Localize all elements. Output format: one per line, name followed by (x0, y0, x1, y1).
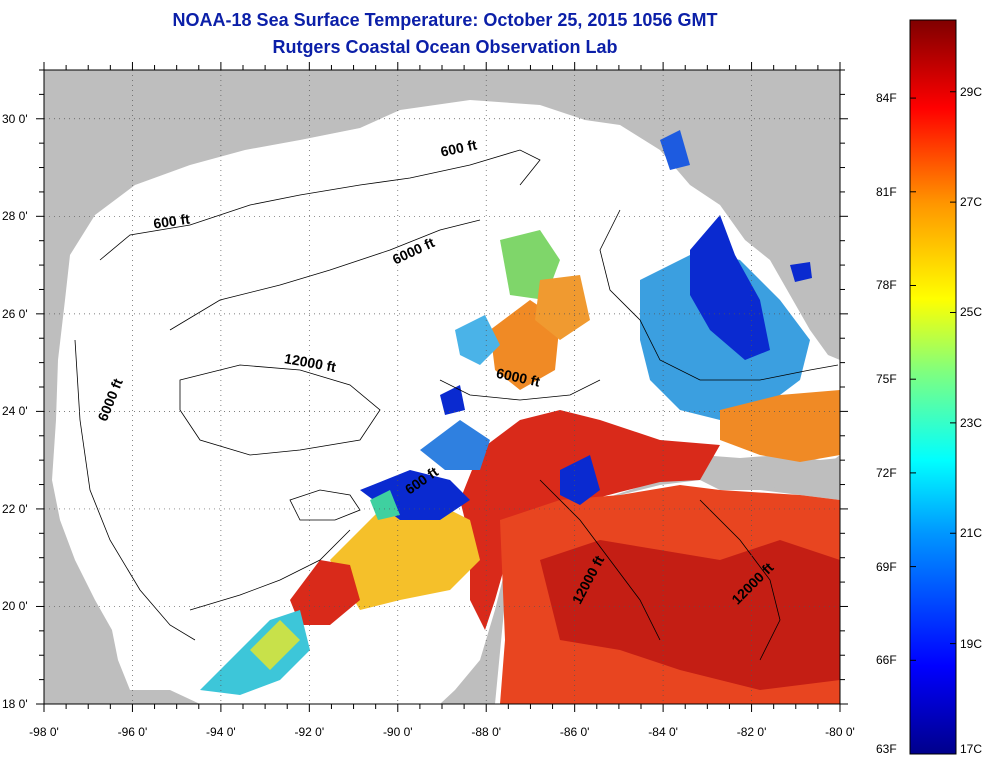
longitude-tick-label: -96 0' (117, 725, 148, 739)
colorbar-f-label: 84F (876, 91, 897, 106)
colorbar-f-label: 69F (876, 559, 897, 574)
colorbar-f-label: 75F (876, 372, 897, 387)
latitude-tick-label: 24 0' (2, 404, 28, 419)
colorbar-c-label: 27C (960, 195, 983, 210)
chart-subtitle: Rutgers Coastal Ocean Observation Lab (272, 37, 618, 57)
colorbar-f-label: 78F (876, 278, 897, 293)
contour-label: 600 ft (152, 211, 191, 232)
latitude-tick-label: 18 0' (2, 697, 28, 711)
longitude-tick-label: -94 0' (206, 725, 236, 739)
colorbar-f-label: 72F (876, 465, 897, 480)
contour-label: 600 ft (439, 136, 478, 159)
latitude-tick-label: 22 0' (2, 501, 28, 516)
colorbar (909, 19, 957, 755)
bathymetry-contours (74, 149, 839, 661)
colorbar-c-label: 25C (960, 305, 983, 320)
longitude-tick-label: -98 0' (29, 725, 59, 739)
longitude-tick-label: -88 0' (471, 725, 502, 739)
longitude-tick-label: -84 0' (648, 725, 678, 739)
colorbar-ticks (910, 91, 956, 755)
colorbar-f-label: 66F (876, 653, 897, 668)
latitude-tick-label: 28 0' (2, 209, 28, 224)
colorbar-f-label: 63F (876, 742, 897, 756)
latitude-tick-label: 30 0' (2, 111, 28, 126)
sst-swaths (200, 130, 840, 704)
chart-title: NOAA-18 Sea Surface Temperature: October… (172, 10, 718, 30)
frame-ticks (36, 62, 848, 712)
longitude-tick-label: -90 0' (382, 725, 413, 739)
colorbar-c-label: 29C (960, 84, 983, 99)
graticule (44, 70, 840, 704)
colorbar-c-label: 23C (960, 415, 983, 430)
latitude-tick-label: 26 0' (2, 306, 28, 321)
colorbar-f-label: 81F (876, 184, 897, 199)
longitude-tick-label: -86 0' (559, 725, 590, 739)
longitude-tick-label: -82 0' (736, 725, 767, 739)
colorbar-c-label: 17C (960, 742, 983, 756)
colorbar-c-label: 21C (960, 526, 983, 541)
longitude-tick-label: -92 0' (294, 725, 325, 739)
longitude-tick-label: -80 0' (825, 725, 855, 739)
colorbar-c-label: 19C (960, 636, 983, 651)
latitude-tick-label: 20 0' (2, 599, 28, 614)
